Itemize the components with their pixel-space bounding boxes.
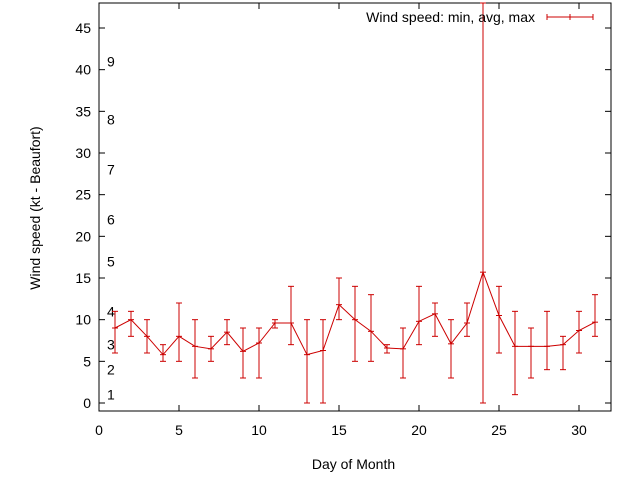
y-tick-label: 40 xyxy=(75,62,91,78)
y-tick-label: 35 xyxy=(75,103,91,119)
beaufort-label: 5 xyxy=(107,253,115,269)
y-tick-label: 25 xyxy=(75,187,91,203)
y-tick-label: 30 xyxy=(75,145,91,161)
plot-border xyxy=(98,2,612,412)
x-tick-label: 20 xyxy=(411,422,427,438)
y-axis-label: Wind speed (kt - Beaufort) xyxy=(27,126,43,289)
x-tick-label: 15 xyxy=(331,422,347,438)
legend-label: Wind speed: min, avg, max xyxy=(366,9,535,25)
beaufort-label: 6 xyxy=(107,212,115,228)
beaufort-label: 7 xyxy=(107,162,115,178)
y-tick-label: 10 xyxy=(75,312,91,328)
y-tick-label: 5 xyxy=(83,353,91,369)
legend: Wind speed: min, avg, max xyxy=(366,9,594,25)
data-series xyxy=(112,2,598,404)
y-tick-label: 0 xyxy=(83,395,91,411)
x-tick-label: 0 xyxy=(95,422,103,438)
y-tick-label: 15 xyxy=(75,270,91,286)
y-tick-label: 20 xyxy=(75,228,91,244)
beaufort-label: 9 xyxy=(107,53,115,69)
y-tick-label: 45 xyxy=(75,20,91,36)
beaufort-label: 4 xyxy=(107,303,115,319)
beaufort-scale: 1 2 3 4 5 6 7 8 9 xyxy=(107,53,115,402)
x-axis-label: Day of Month xyxy=(312,456,395,472)
beaufort-label: 3 xyxy=(107,337,115,353)
beaufort-label: 8 xyxy=(107,112,115,128)
x-tick-label: 30 xyxy=(571,422,587,438)
x-tick-label: 5 xyxy=(175,422,183,438)
beaufort-label: 1 xyxy=(107,387,115,403)
x-tick-label: 25 xyxy=(491,422,507,438)
x-tick-label: 10 xyxy=(251,422,267,438)
beaufort-label: 2 xyxy=(107,362,115,378)
